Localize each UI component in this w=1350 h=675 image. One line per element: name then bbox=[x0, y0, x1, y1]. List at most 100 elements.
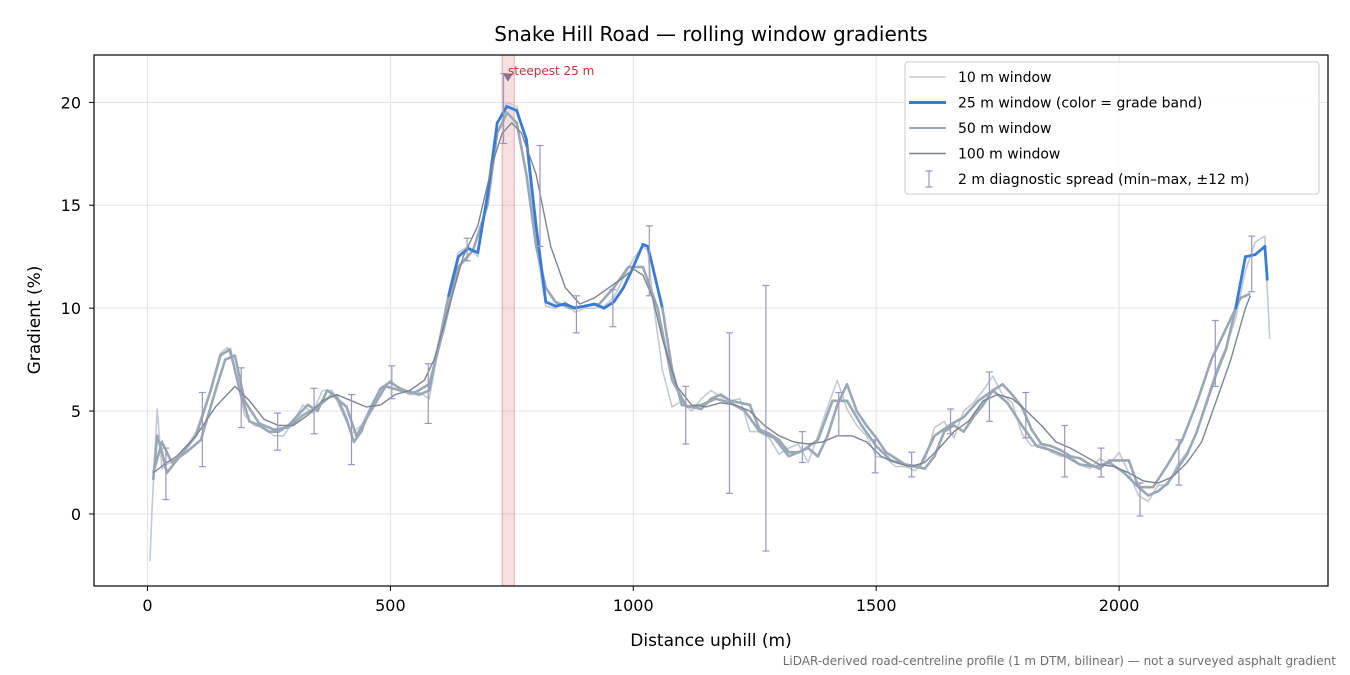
series-w25-segment bbox=[865, 424, 878, 440]
series-w25-segment bbox=[602, 300, 616, 310]
error-bar bbox=[237, 367, 245, 429]
error-bar bbox=[682, 385, 690, 445]
legend-label: 10 m window bbox=[958, 70, 1051, 86]
series-w25-segment bbox=[175, 446, 188, 462]
series-w25-segment bbox=[913, 465, 927, 470]
y-tick-label: 10 bbox=[61, 299, 81, 318]
series-w25-segment bbox=[923, 455, 936, 470]
error-bar bbox=[1097, 447, 1105, 478]
series-w25-segment bbox=[1205, 372, 1218, 405]
series-w25-segment bbox=[1224, 306, 1237, 351]
series-w25-segment bbox=[972, 403, 985, 419]
series-w25-segment bbox=[1078, 457, 1092, 466]
legend-label: 100 m window bbox=[958, 147, 1060, 163]
legend-item-w25: 25 m window (color = grade band) bbox=[909, 96, 1202, 112]
series-w25-segment bbox=[563, 302, 577, 310]
legend-label: 2 m diagnostic spread (min–max, ±12 m) bbox=[958, 172, 1249, 188]
error-bar bbox=[310, 387, 318, 435]
error-bar bbox=[762, 284, 770, 552]
series-w25-segment bbox=[661, 306, 674, 372]
series-w25-segment bbox=[748, 403, 761, 431]
error-bar bbox=[1175, 439, 1183, 486]
series-w25-segment bbox=[476, 193, 489, 254]
x-tick-label: 2000 bbox=[1099, 596, 1140, 615]
series-w25-segment bbox=[962, 415, 975, 433]
x-tick-label: 500 bbox=[375, 596, 406, 615]
series-w25-segment bbox=[1001, 383, 1014, 396]
series-w25-segment bbox=[287, 413, 300, 427]
series-w25-segment bbox=[534, 224, 548, 304]
series-w25-segment bbox=[1185, 430, 1199, 456]
series-w25-segment bbox=[991, 383, 1004, 392]
error-bar bbox=[424, 363, 432, 425]
chart-title: Snake Hill Road — rolling window gradien… bbox=[494, 22, 927, 46]
series-w25-segment bbox=[884, 450, 897, 460]
series-w25-segment bbox=[495, 105, 509, 125]
series-w25-segment bbox=[165, 459, 178, 475]
axis-ticks: 0 500 1000 1500 2000 0 5 10 15 20 bbox=[61, 93, 1140, 615]
error-bar bbox=[500, 72, 508, 145]
series-w25-segment bbox=[427, 341, 441, 392]
series-w25-segment bbox=[806, 446, 820, 458]
y-axis-label: Gradient (%) bbox=[25, 266, 45, 375]
error-bar bbox=[536, 144, 544, 248]
legend-item-w10: 10 m window bbox=[909, 70, 1051, 86]
error-bar bbox=[274, 412, 282, 451]
series-w25-segment bbox=[306, 403, 319, 413]
series-w25-segment bbox=[335, 395, 348, 421]
series-w25-segment bbox=[345, 417, 356, 444]
series-w25-segment bbox=[359, 405, 373, 433]
series-w25-segment bbox=[1156, 481, 1169, 493]
error-bar bbox=[463, 237, 471, 262]
series-w25-segment bbox=[583, 302, 596, 308]
series-w25-segment bbox=[369, 387, 382, 409]
error-bar bbox=[162, 447, 170, 501]
x-axis-label: Distance uphill (m) bbox=[630, 631, 791, 651]
error-bar bbox=[798, 431, 806, 464]
series-w25-segment bbox=[631, 242, 645, 269]
series-w25-segment bbox=[352, 430, 363, 444]
series-w25-segment bbox=[418, 389, 431, 396]
series-w25-segment bbox=[379, 380, 392, 390]
series-w25-segment bbox=[194, 389, 212, 438]
error-bar bbox=[388, 365, 396, 400]
series-w25-segment bbox=[719, 393, 732, 403]
series-w25-segment bbox=[738, 401, 752, 407]
series-w25-segment bbox=[1059, 448, 1072, 458]
series-w25-segment bbox=[690, 405, 703, 411]
series-w25-segment bbox=[408, 391, 421, 396]
footnote: LiDAR-derived road-centreline profile (1… bbox=[783, 654, 1337, 668]
series-w25-segment bbox=[1234, 255, 1247, 310]
series-w25-segment bbox=[277, 424, 290, 433]
series-w25-segment bbox=[544, 300, 557, 308]
series-w25-segment bbox=[729, 399, 742, 405]
series-w25-segment bbox=[612, 286, 625, 304]
series-w25-segment bbox=[524, 137, 538, 228]
legend-label: 50 m window bbox=[958, 121, 1051, 137]
series-w25-segment bbox=[680, 403, 693, 409]
series-w25-segment bbox=[228, 348, 242, 392]
x-tick-label: 1000 bbox=[613, 596, 654, 615]
series-w25-segment bbox=[1069, 455, 1082, 460]
series-w25-segment bbox=[486, 121, 499, 197]
series-w25-segment bbox=[845, 383, 859, 413]
series-w25-segment bbox=[646, 245, 655, 269]
series-w25-segment bbox=[942, 424, 956, 433]
series-w25-segment bbox=[1020, 405, 1033, 431]
x-tick-label: 0 bbox=[142, 596, 152, 615]
series-w25-segment bbox=[466, 247, 480, 254]
series-w25-segment bbox=[257, 424, 271, 433]
series-w25-segment bbox=[981, 389, 995, 407]
series-w25-segment bbox=[1146, 490, 1160, 497]
error-bar bbox=[1211, 319, 1219, 387]
steepest-annotation: steepest 25 m bbox=[508, 64, 594, 78]
series-w25-segment bbox=[1263, 245, 1269, 281]
series-w25-segment bbox=[515, 109, 528, 141]
series-w25-segment bbox=[1040, 442, 1053, 448]
error-bar bbox=[1248, 235, 1256, 293]
legend-item-err: 2 m diagnostic spread (min–max, ±12 m) bbox=[925, 170, 1249, 188]
series-w25-segment bbox=[447, 255, 460, 298]
series-w25-segment bbox=[1088, 463, 1101, 470]
series-w25-segment bbox=[554, 302, 567, 308]
error-bar bbox=[1136, 482, 1144, 517]
